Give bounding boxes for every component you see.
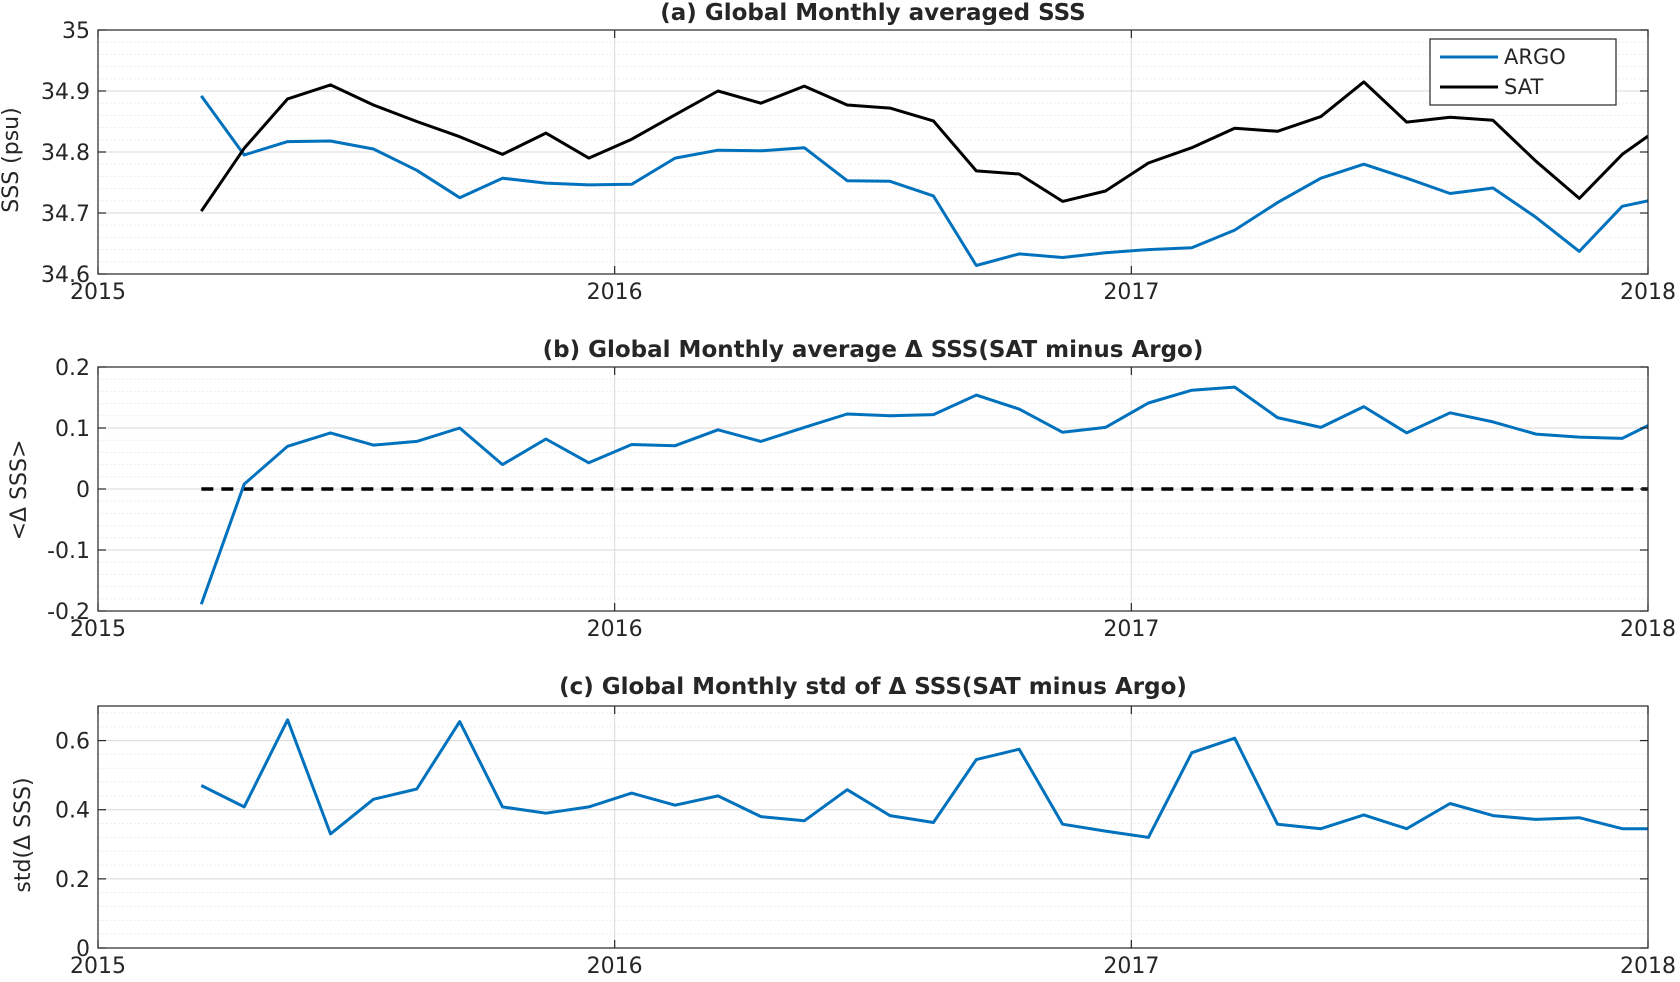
panel-a-x-tick-label: 2018 (1620, 280, 1676, 305)
panel-a-y-tick-label: 34.9 (41, 80, 90, 105)
panel-c-axes-box (97, 705, 1649, 949)
panel-b-title: (b) Global Monthly average Δ SSS(SAT min… (543, 337, 1204, 363)
panel-b-x-tick-label: 2016 (587, 617, 643, 642)
legend-label-argo: ARGO (1504, 45, 1566, 69)
panel-b-y-tick-label: 0.1 (55, 417, 90, 442)
panel-c-x-tick-label: 2018 (1620, 954, 1676, 979)
panel-a-y-tick-label: 34.7 (41, 202, 90, 227)
panel-a-x-tick-label: 2017 (1103, 280, 1159, 305)
panel-c: (c) Global Monthly std of Δ SSS(SAT minu… (11, 674, 1676, 979)
panel-b-series-line (199, 385, 1648, 605)
panel-a-ylabel: SSS (psu) (0, 107, 24, 212)
legend: ARGO SAT (1429, 38, 1617, 106)
panel-a: (a) Global Monthly averaged SSS SSS (psu… (0, 0, 1676, 305)
panel-b-y-tick-label: -0.1 (47, 539, 90, 564)
panel-b-x-tick-label: 2018 (1620, 617, 1676, 642)
panel-c-x-tick-label: 2017 (1103, 954, 1159, 979)
panel-c-x-tick-label: 2016 (587, 954, 643, 979)
panel-a-y-tick-label: 34.6 (41, 263, 90, 288)
panel-b-y-tick-label: 0 (76, 478, 90, 503)
panel-a-x-tick-label: 2015 (70, 280, 126, 305)
panel-c-y-tick-label: 0.2 (55, 868, 90, 893)
panel-c-y-tick-label: 0.4 (55, 799, 90, 824)
panel-c-series-line (200, 718, 1648, 839)
series-line-sat (200, 80, 1648, 213)
panel-c-x-tick-label: 2015 (70, 954, 126, 979)
panel-c-y-tick-label: 0 (76, 937, 90, 962)
legend-label-sat: SAT (1504, 75, 1543, 99)
panel-b-x-tick-label: 2017 (1103, 617, 1159, 642)
panel-b-y-tick-label: 0.2 (55, 356, 90, 381)
panel-c-y-tick-label: 0.6 (55, 730, 90, 755)
panel-a-y-tick-label: 34.8 (41, 141, 90, 166)
panel-a-title: (a) Global Monthly averaged SSS (660, 0, 1085, 26)
panel-b: (b) Global Monthly average Δ SSS(SAT min… (7, 337, 1676, 642)
panel-c-ylabel: std(Δ SSS) (11, 777, 36, 892)
legend-box (1429, 38, 1617, 106)
series-line-argo (200, 95, 1648, 267)
panel-b-ylabel: <Δ SSS> (7, 440, 32, 541)
panel-b-y-tick-label: -0.2 (47, 600, 90, 625)
panel-b-x-tick-label: 2015 (70, 617, 126, 642)
panel-a-x-tick-label: 2016 (587, 280, 643, 305)
panel-c-title: (c) Global Monthly std of Δ SSS(SAT minu… (559, 674, 1187, 700)
panel-a-y-tick-label: 35 (62, 19, 90, 44)
